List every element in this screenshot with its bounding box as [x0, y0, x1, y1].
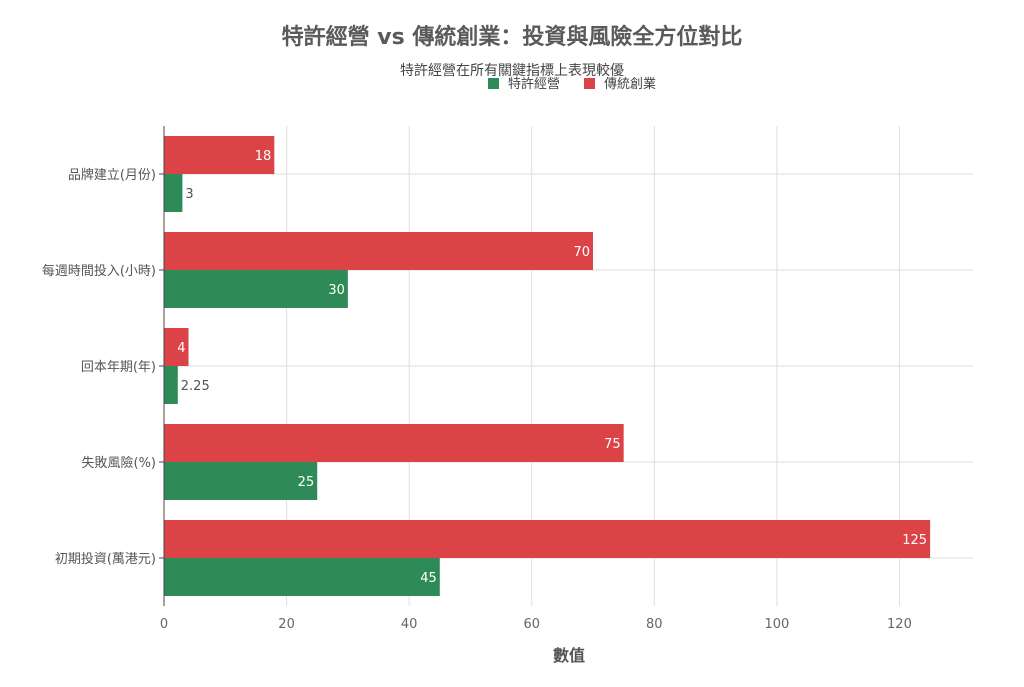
x-tick-label: 20 — [278, 617, 295, 632]
chart-title: 特許經營 vs 傳統創業：投資與風險全方位對比 — [282, 24, 743, 50]
bar-franchise — [164, 558, 440, 596]
bar-traditional — [164, 232, 594, 270]
y-tick-label: 初期投資(萬港元) — [55, 551, 156, 567]
y-tick-label: 品牌建立(月份) — [68, 167, 156, 183]
data-label-traditional: 125 — [902, 533, 927, 548]
y-tick-label: 失敗風險(%) — [82, 456, 157, 471]
data-label-franchise: 25 — [298, 475, 315, 490]
x-tick-label: 120 — [887, 617, 912, 632]
data-label-traditional: 70 — [573, 245, 590, 260]
bar-traditional — [164, 520, 931, 558]
x-tick-label: 80 — [646, 617, 663, 632]
legend-swatch — [584, 78, 595, 89]
legend-label: 特許經營 — [508, 77, 560, 92]
bar-traditional — [164, 136, 275, 174]
data-label-traditional: 75 — [604, 437, 621, 452]
legend-label: 傳統創業 — [604, 76, 656, 92]
data-label-franchise: 3 — [185, 187, 193, 202]
legend: 特許經營 傳統創業 — [488, 76, 656, 92]
data-label-franchise: 45 — [420, 571, 437, 586]
bar-franchise — [164, 366, 178, 404]
x-tick-label: 60 — [523, 617, 540, 632]
data-label-franchise: 2.25 — [181, 379, 210, 394]
y-tick-label: 回本年期(年) — [81, 360, 156, 375]
x-tick-label: 100 — [764, 617, 789, 632]
y-axis: 品牌建立(月份) 每週時間投入(小時) 回本年期(年) 失敗風險(%) 初期投資(萬港元… — [42, 126, 165, 606]
data-label-traditional: 4 — [177, 341, 185, 356]
y-tick-label: 每週時間投入(小時) — [42, 263, 156, 279]
x-tick-label: 0 — [160, 617, 168, 632]
legend-swatch — [488, 78, 499, 89]
bar-franchise — [164, 270, 348, 308]
x-axis-title: 數值 — [553, 646, 585, 665]
data-label-franchise: 30 — [328, 283, 345, 298]
x-tick-label: 40 — [401, 617, 418, 632]
bar-traditional — [164, 424, 624, 462]
bar-franchise — [164, 174, 183, 212]
bars: 18 3 70 30 4 2.25 75 25 125 45 — [164, 136, 931, 596]
x-axis: 0 20 40 60 80 100 120 — [160, 617, 912, 632]
data-label-traditional: 18 — [255, 149, 272, 164]
bar-franchise — [164, 462, 318, 500]
bar-traditional — [164, 328, 189, 366]
chart-subtitle: 特許經營在所有關鍵指標上表現較優 — [400, 63, 624, 79]
